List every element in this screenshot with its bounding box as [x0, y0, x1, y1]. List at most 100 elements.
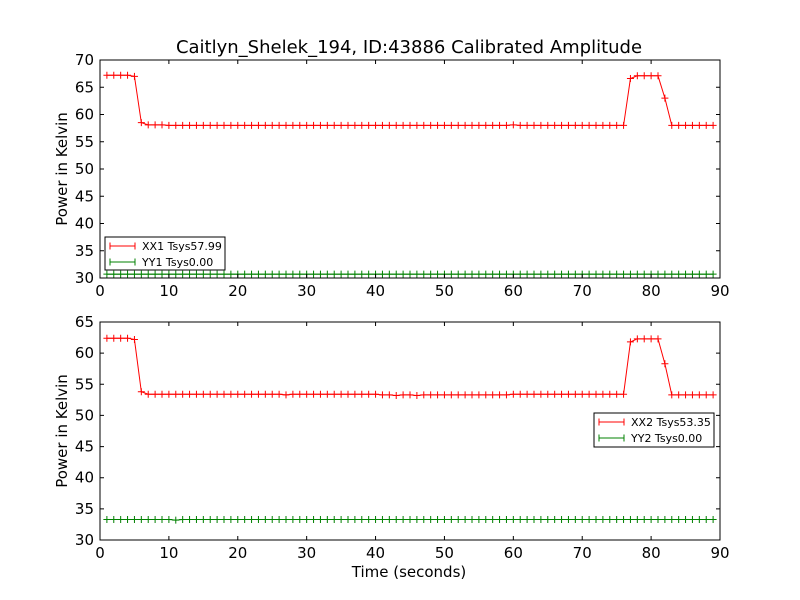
- data-point-marker: [578, 121, 586, 129]
- data-point-marker: [413, 121, 421, 129]
- data-point-marker: [227, 121, 235, 129]
- data-point-marker: [661, 270, 669, 278]
- y-tick-label: 70: [75, 51, 94, 69]
- x-tick-label: 60: [504, 544, 523, 562]
- data-point-marker: [234, 121, 242, 129]
- data-point-marker: [509, 390, 517, 398]
- data-point-marker: [268, 390, 276, 398]
- x-tick-label: 80: [642, 544, 661, 562]
- data-point-marker: [385, 121, 393, 129]
- data-point-marker: [296, 390, 304, 398]
- data-point-marker: [606, 515, 614, 523]
- data-point-marker: [434, 391, 442, 399]
- x-tick-label: 40: [366, 544, 385, 562]
- data-point-marker: [179, 270, 187, 278]
- data-point-marker: [323, 270, 331, 278]
- data-point-marker: [186, 390, 194, 398]
- data-point-marker: [192, 390, 200, 398]
- data-point-marker: [544, 515, 552, 523]
- data-point-marker: [296, 121, 304, 129]
- data-point-marker: [702, 270, 710, 278]
- data-point-marker: [482, 515, 490, 523]
- data-point-marker: [537, 270, 545, 278]
- data-point-marker: [709, 121, 717, 129]
- data-point-marker: [206, 270, 214, 278]
- data-point-marker: [620, 270, 628, 278]
- data-point-marker: [124, 334, 132, 342]
- data-point-marker: [523, 121, 531, 129]
- data-point-marker: [620, 515, 628, 523]
- data-point-marker: [468, 391, 476, 399]
- data-point-marker: [337, 515, 345, 523]
- data-point-marker: [316, 390, 324, 398]
- data-point-marker: [392, 391, 400, 399]
- data-point-marker: [558, 515, 566, 523]
- data-point-marker: [110, 515, 118, 523]
- data-point-marker: [585, 121, 593, 129]
- data-point-marker: [323, 390, 331, 398]
- data-point-marker: [172, 390, 180, 398]
- data-point-marker: [117, 334, 125, 342]
- data-point-marker: [420, 121, 428, 129]
- data-point-marker: [688, 515, 696, 523]
- data-point-marker: [578, 515, 586, 523]
- data-point-marker: [358, 121, 366, 129]
- data-point-marker: [365, 270, 373, 278]
- data-point-marker: [186, 121, 194, 129]
- data-point-marker: [213, 390, 221, 398]
- data-point-marker: [695, 391, 703, 399]
- data-point-marker: [516, 515, 524, 523]
- data-point-marker: [234, 515, 242, 523]
- data-point-marker: [117, 515, 125, 523]
- data-point-marker: [461, 270, 469, 278]
- data-point-marker: [289, 515, 297, 523]
- data-point-marker: [172, 516, 180, 524]
- data-point-marker: [151, 121, 159, 129]
- data-point-marker: [544, 121, 552, 129]
- data-point-marker: [447, 121, 455, 129]
- data-point-marker: [537, 121, 545, 129]
- data-point-marker: [413, 270, 421, 278]
- data-point-marker: [585, 270, 593, 278]
- data-point-marker: [213, 515, 221, 523]
- data-point-marker: [709, 391, 717, 399]
- data-point-marker: [454, 515, 462, 523]
- data-point-marker: [661, 515, 669, 523]
- data-point-marker: [144, 515, 152, 523]
- data-point-marker: [475, 270, 483, 278]
- data-point-marker: [144, 270, 152, 278]
- data-point-marker: [268, 270, 276, 278]
- x-tick-label: 90: [710, 282, 729, 300]
- data-point-marker: [103, 270, 111, 278]
- data-point-marker: [661, 94, 669, 102]
- data-point-marker: [599, 270, 607, 278]
- data-point-marker: [613, 515, 621, 523]
- data-point-marker: [509, 515, 517, 523]
- data-point-marker: [248, 515, 256, 523]
- data-point-marker: [578, 390, 586, 398]
- data-point-marker: [544, 270, 552, 278]
- data-point-marker: [675, 121, 683, 129]
- data-point-marker: [172, 121, 180, 129]
- data-point-marker: [592, 515, 600, 523]
- data-point-marker: [626, 75, 634, 83]
- data-point-marker: [516, 270, 524, 278]
- y-tick-label: 45: [75, 438, 94, 456]
- y-tick-label: 60: [75, 344, 94, 362]
- data-point-marker: [303, 515, 311, 523]
- y-tick-label: 60: [75, 106, 94, 124]
- data-point-marker: [675, 270, 683, 278]
- data-point-marker: [261, 390, 269, 398]
- legend-marker-sample: [598, 434, 625, 442]
- data-point-marker: [158, 121, 166, 129]
- data-point-marker: [599, 121, 607, 129]
- data-point-marker: [585, 390, 593, 398]
- data-point-marker: [626, 270, 634, 278]
- x-tick-label: 90: [710, 544, 729, 562]
- data-point-marker: [633, 515, 641, 523]
- data-point-marker: [213, 121, 221, 129]
- data-point-marker: [234, 390, 242, 398]
- data-point-marker: [571, 121, 579, 129]
- data-point-marker: [551, 390, 559, 398]
